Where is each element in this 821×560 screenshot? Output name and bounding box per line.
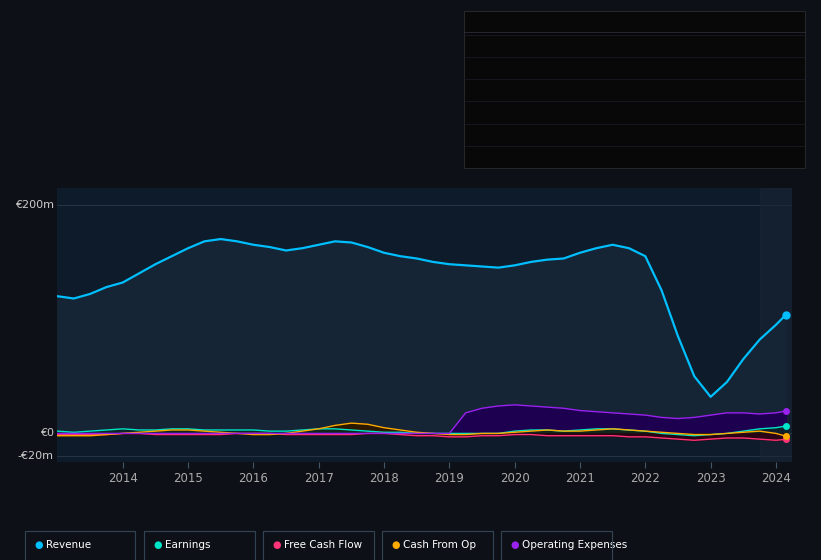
Text: ●: ● bbox=[273, 540, 281, 550]
Text: €103.601m: €103.601m bbox=[628, 36, 698, 46]
Text: €0: €0 bbox=[39, 428, 54, 438]
Text: /yr: /yr bbox=[669, 125, 687, 136]
Text: Free Cash Flow: Free Cash Flow bbox=[472, 103, 556, 113]
Text: /yr: /yr bbox=[669, 103, 687, 113]
Text: ●: ● bbox=[154, 540, 162, 550]
Bar bbox=[759, 188, 792, 462]
Text: €6.415m: €6.415m bbox=[628, 59, 683, 69]
Text: -€2.328m: -€2.328m bbox=[628, 125, 687, 136]
Text: Operating Expenses: Operating Expenses bbox=[472, 147, 585, 157]
Text: profit margin: profit margin bbox=[659, 81, 736, 91]
Text: Cash From Op: Cash From Op bbox=[472, 125, 550, 136]
Text: €19.578m: €19.578m bbox=[628, 147, 690, 157]
Text: /yr: /yr bbox=[663, 59, 682, 69]
Text: ●: ● bbox=[34, 540, 43, 550]
Text: -€5.195m: -€5.195m bbox=[628, 103, 687, 113]
Text: 6.2%: 6.2% bbox=[628, 81, 659, 91]
Text: Revenue: Revenue bbox=[472, 36, 521, 46]
Text: €200m: €200m bbox=[15, 200, 54, 210]
Text: ●: ● bbox=[392, 540, 400, 550]
Text: /yr: /yr bbox=[674, 36, 692, 46]
Text: /yr: /yr bbox=[669, 147, 687, 157]
Text: Earnings: Earnings bbox=[472, 59, 521, 69]
Text: Operating Expenses: Operating Expenses bbox=[522, 540, 627, 550]
Text: Revenue: Revenue bbox=[46, 540, 91, 550]
Text: Free Cash Flow: Free Cash Flow bbox=[284, 540, 362, 550]
Text: ●: ● bbox=[511, 540, 519, 550]
Text: Cash From Op: Cash From Op bbox=[403, 540, 476, 550]
Text: -€20m: -€20m bbox=[18, 451, 54, 461]
Text: Mar 31 2024: Mar 31 2024 bbox=[472, 16, 566, 29]
Text: Earnings: Earnings bbox=[165, 540, 210, 550]
